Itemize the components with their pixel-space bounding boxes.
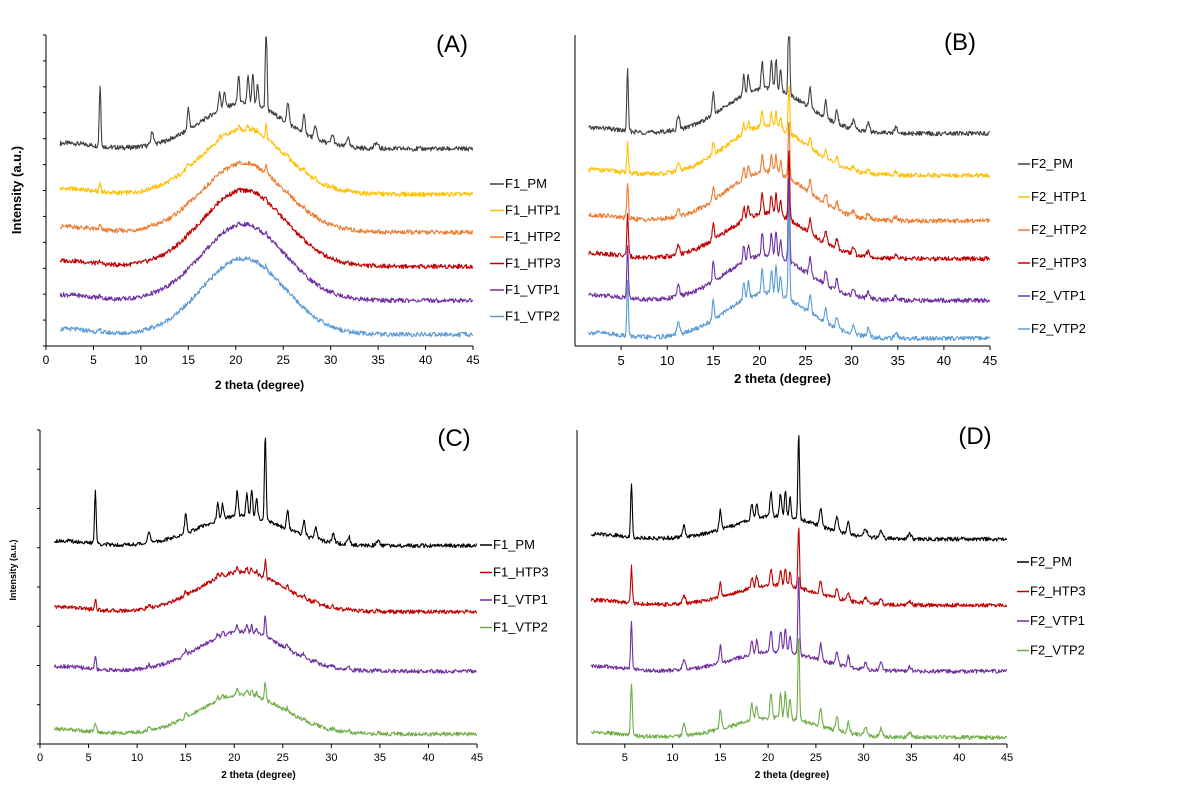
- legend-label: F1_VTP1: [505, 282, 560, 297]
- panel-letter: (C): [437, 425, 470, 452]
- x-tick-label: 35: [905, 752, 917, 764]
- legend-label: F1_HTP2: [505, 229, 561, 244]
- x-tick-label: 10: [660, 353, 674, 368]
- series-line-F1_HTP2: [59, 160, 473, 236]
- x-tick-label: 10: [134, 353, 148, 367]
- x-tick-label: 10: [666, 752, 678, 764]
- legend-label: F1_PM: [505, 176, 547, 191]
- legend-label: F2_PM: [1031, 156, 1073, 171]
- x-tick-label: 5: [622, 752, 628, 764]
- legend-label: F1_VTP1: [493, 592, 548, 607]
- x-tick-label: 20: [229, 353, 243, 367]
- series-line-F1_VTP1: [59, 221, 473, 304]
- legend-label: F2_VTP1: [1030, 613, 1085, 628]
- x-tick-label: 0: [43, 353, 50, 367]
- x-tick-label: 20: [762, 752, 774, 764]
- legend-label: F1_PM: [493, 537, 535, 552]
- chart-panel-0: 0 5 10 15 20 25 30 35 40 45 2 theta (degree) Intens…: [9, 31, 561, 392]
- series-line-F2_HTP2: [588, 121, 990, 224]
- x-tick-label: 35: [371, 353, 385, 367]
- x-tick-label: 5: [85, 752, 91, 764]
- chart-panel-2: 0 5 10 15 20 25 30 35 40 45 2 theta (degree) Intens…: [8, 425, 549, 781]
- x-tick-label: 15: [706, 353, 720, 368]
- series-line-F2_VTP1: [588, 177, 990, 304]
- series-line-F2_VTP2: [588, 210, 990, 342]
- legend-label: F1_HTP3: [505, 256, 561, 271]
- series-line-F1_VTP2: [54, 682, 477, 737]
- legend-label: F1_VTP2: [493, 620, 548, 635]
- x-axis-label: 2 theta (degree): [755, 770, 829, 781]
- series-line-F1_PM: [59, 36, 473, 152]
- series-line-F2_HTP3: [590, 527, 1007, 608]
- chart-panel-3: 5 10 15 20 25 30 35 40 45 2 theta (degree) (D) F2_P…: [576, 423, 1086, 781]
- x-tick-label: 15: [714, 752, 726, 764]
- y-axis-label: Intensity (a.u.): [9, 146, 24, 234]
- legend-label: F1_HTP1: [505, 203, 561, 218]
- legend-label: F2_HTP3: [1031, 255, 1087, 270]
- panel-letter: (D): [958, 423, 991, 450]
- x-tick-label: 0: [37, 752, 43, 764]
- legend-label: F2_PM: [1030, 554, 1072, 569]
- x-axis-label: 2 theta (degree): [215, 378, 304, 392]
- x-tick-label: 40: [419, 353, 433, 367]
- legend-label: F2_VTP1: [1031, 288, 1086, 303]
- x-tick-label: 35: [891, 353, 905, 368]
- legend-label: F1_HTP3: [493, 565, 549, 580]
- series-line-F2_VTP2: [590, 637, 1007, 740]
- x-tick-label: 25: [798, 353, 812, 368]
- x-tick-label: 45: [983, 353, 997, 368]
- series-line-F2_PM: [590, 434, 1007, 542]
- series-line-F2_VTP1: [590, 576, 1007, 674]
- panel-letter: (B): [944, 29, 976, 56]
- x-tick-label: 15: [180, 752, 192, 764]
- x-tick-label: 10: [131, 752, 143, 764]
- legend-label: F2_HTP2: [1031, 222, 1087, 237]
- x-tick-label: 5: [90, 353, 97, 367]
- legend-label: F2_HTP1: [1031, 189, 1087, 204]
- x-tick-label: 30: [325, 752, 337, 764]
- panel-letter: (A): [436, 31, 468, 58]
- legend-label: F1_VTP2: [505, 309, 560, 324]
- legend-label: F2_VTP2: [1030, 643, 1085, 658]
- x-tick-label: 45: [466, 353, 480, 367]
- x-tick-label: 40: [937, 353, 951, 368]
- x-tick-label: 40: [422, 752, 434, 764]
- x-tick-label: 25: [810, 752, 822, 764]
- x-tick-label: 35: [374, 752, 386, 764]
- series-line-F1_PM: [54, 437, 477, 549]
- x-axis-label: 2 theta (degree): [734, 371, 831, 386]
- x-axis-label: 2 theta (degree): [221, 770, 295, 781]
- x-tick-label: 25: [277, 752, 289, 764]
- y-axis-label: Intensity (a.u.): [8, 539, 18, 600]
- x-tick-label: 30: [844, 353, 858, 368]
- legend-label: F2_VTP2: [1031, 321, 1086, 336]
- x-tick-label: 15: [182, 353, 196, 367]
- x-tick-label: 5: [617, 353, 624, 368]
- series-line-F2_HTP3: [588, 150, 990, 262]
- x-tick-label: 45: [471, 752, 483, 764]
- series-line-F1_HTP1: [59, 122, 473, 198]
- series-line-F2_PM: [588, 36, 990, 137]
- legend-label: F2_HTP3: [1030, 584, 1086, 599]
- series-line-F1_HTP3: [54, 558, 477, 615]
- x-tick-label: 25: [277, 353, 291, 367]
- x-tick-label: 20: [228, 752, 240, 764]
- x-tick-label: 45: [1001, 752, 1013, 764]
- chart-panel-1: 5 10 15 20 25 30 35 40 45 2 theta (degree) (B) F2_P…: [574, 29, 1087, 386]
- x-tick-label: 30: [858, 752, 870, 764]
- series-line-F1_VTP1: [54, 615, 477, 674]
- x-tick-label: 40: [953, 752, 965, 764]
- series-line-F1_VTP2: [59, 256, 473, 338]
- x-tick-label: 30: [324, 353, 338, 367]
- series-line-F2_HTP1: [588, 85, 990, 179]
- series-line-F1_HTP3: [59, 187, 473, 270]
- x-tick-label: 20: [752, 353, 766, 368]
